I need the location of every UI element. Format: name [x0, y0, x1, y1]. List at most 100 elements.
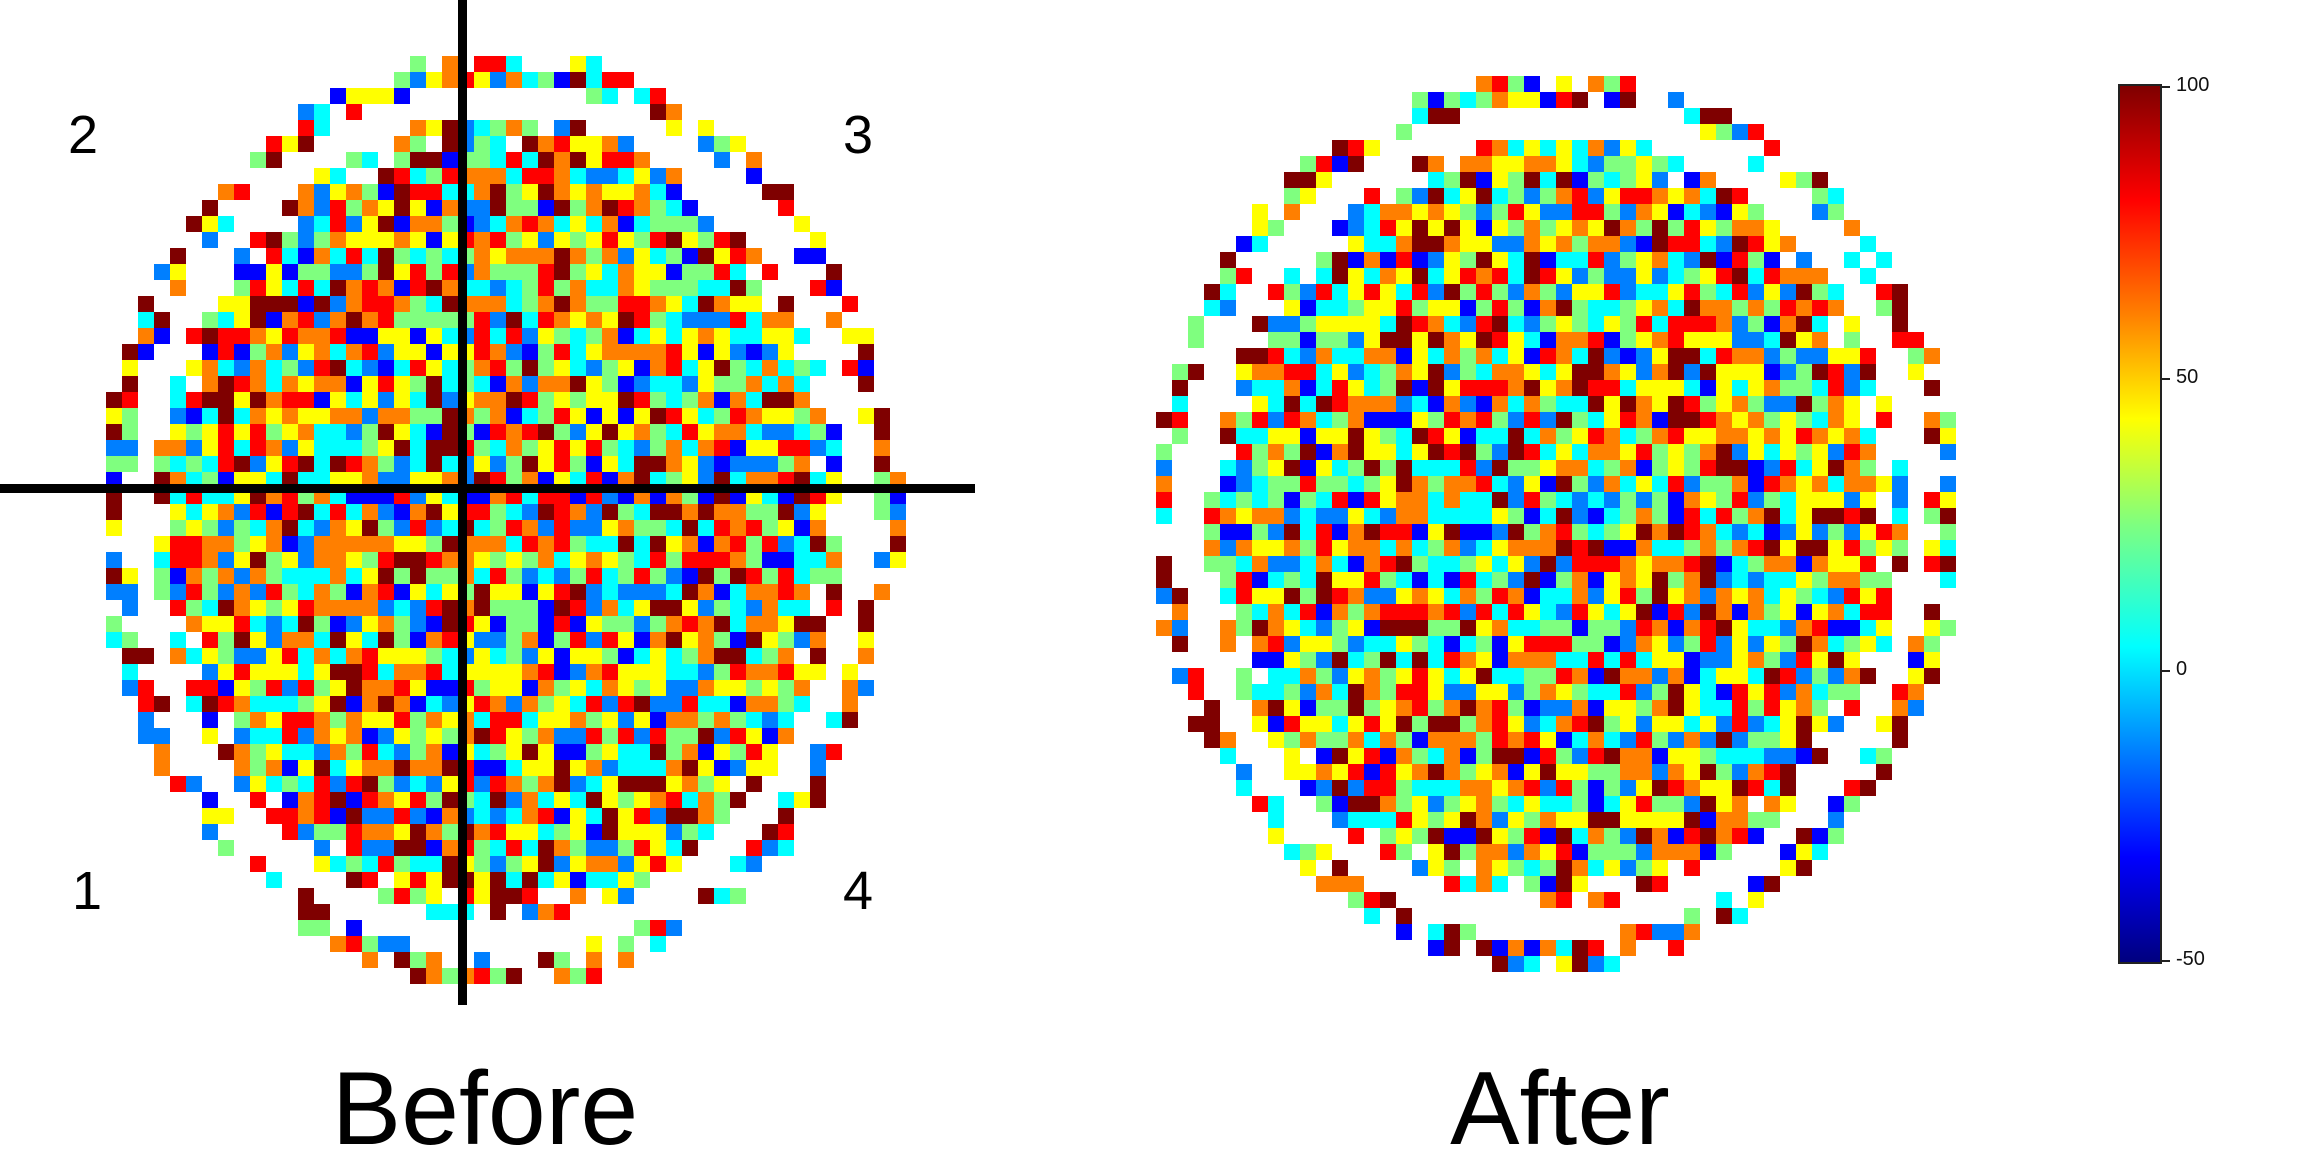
heatmap-cell: [1700, 236, 1716, 252]
heatmap-cell: [730, 328, 746, 344]
heatmap-cell: [1348, 428, 1364, 444]
heatmap-cell: [714, 360, 730, 376]
heatmap-cell: [1796, 412, 1812, 428]
heatmap-cell: [1396, 668, 1412, 684]
heatmap-cell: [426, 584, 442, 600]
heatmap-cell: [874, 504, 890, 520]
heatmap-cell: [330, 728, 346, 744]
heatmap-cell: [570, 280, 586, 296]
heatmap-cell: [362, 520, 378, 536]
heatmap-cell: [314, 280, 330, 296]
heatmap-cell: [554, 776, 570, 792]
heatmap-cell: [330, 792, 346, 808]
heatmap-cell: [1332, 860, 1348, 876]
heatmap-cell: [314, 808, 330, 824]
heatmap-cell: [410, 840, 426, 856]
heatmap-cell: [266, 264, 282, 280]
heatmap-cell: [1620, 172, 1636, 188]
heatmap-cell: [1300, 732, 1316, 748]
heatmap-cell: [1668, 492, 1684, 508]
heatmap-cell: [250, 632, 266, 648]
heatmap-cell: [778, 376, 794, 392]
heatmap-cell: [698, 536, 714, 552]
heatmap-cell: [1492, 428, 1508, 444]
heatmap-cell: [1828, 492, 1844, 508]
heatmap-cell: [138, 696, 154, 712]
heatmap-cell: [1428, 924, 1444, 940]
heatmap-cell: [666, 760, 682, 776]
heatmap-cell: [1572, 796, 1588, 812]
heatmap-cell: [1236, 476, 1252, 492]
heatmap-cell: [1524, 444, 1540, 460]
heatmap-cell: [1492, 588, 1508, 604]
heatmap-cell: [298, 440, 314, 456]
heatmap-cell: [554, 504, 570, 520]
heatmap-cell: [826, 568, 842, 584]
heatmap-cell: [1700, 332, 1716, 348]
heatmap-cell: [682, 712, 698, 728]
heatmap-cell: [394, 424, 410, 440]
heatmap-cell: [698, 600, 714, 616]
heatmap-cell: [1636, 428, 1652, 444]
heatmap-cell: [1652, 684, 1668, 700]
heatmap-cell: [570, 168, 586, 184]
heatmap-cell: [442, 776, 458, 792]
heatmap-cell: [1428, 284, 1444, 300]
heatmap-cell: [1844, 316, 1860, 332]
heatmap-cell: [570, 568, 586, 584]
heatmap-cell: [1428, 460, 1444, 476]
heatmap-cell: [426, 200, 442, 216]
heatmap-cell: [378, 648, 394, 664]
heatmap-cell: [1764, 476, 1780, 492]
heatmap-cell: [586, 840, 602, 856]
heatmap-cell: [1204, 284, 1220, 300]
heatmap-cell: [1604, 92, 1620, 108]
heatmap-cell: [1236, 620, 1252, 636]
heatmap-cell: [650, 584, 666, 600]
heatmap-cell: [410, 824, 426, 840]
heatmap-cell: [1380, 572, 1396, 588]
heatmap-cell: [1716, 300, 1732, 316]
heatmap-cell: [1508, 604, 1524, 620]
heatmap-cell: [1300, 636, 1316, 652]
heatmap-cell: [1268, 220, 1284, 236]
heatmap-cell: [1508, 764, 1524, 780]
heatmap-cell: [538, 760, 554, 776]
heatmap-cell: [1476, 396, 1492, 412]
heatmap-cell: [842, 328, 858, 344]
heatmap-cell: [186, 216, 202, 232]
heatmap-cell: [1460, 268, 1476, 284]
heatmap-cell: [1828, 204, 1844, 220]
heatmap-cell: [1636, 652, 1652, 668]
heatmap-cell: [1396, 572, 1412, 588]
heatmap-cell: [1492, 604, 1508, 620]
heatmap-cell: [170, 584, 186, 600]
heatmap-cell: [410, 392, 426, 408]
heatmap-cell: [1460, 828, 1476, 844]
heatmap-cell: [586, 184, 602, 200]
heatmap-cell: [1364, 780, 1380, 796]
heatmap-cell: [1636, 508, 1652, 524]
heatmap-cell: [282, 376, 298, 392]
heatmap-cell: [1636, 572, 1652, 588]
heatmap-cell: [1428, 204, 1444, 220]
heatmap-cell: [1636, 764, 1652, 780]
heatmap-cell: [1620, 428, 1636, 444]
heatmap-cell: [618, 360, 634, 376]
heatmap-cell: [1444, 252, 1460, 268]
heatmap-cell: [1556, 332, 1572, 348]
heatmap-cell: [1332, 604, 1348, 620]
heatmap-cell: [1332, 876, 1348, 892]
heatmap-cell: [522, 552, 538, 568]
heatmap-cell: [1476, 524, 1492, 540]
heatmap-cell: [650, 552, 666, 568]
heatmap-cell: [442, 120, 458, 136]
heatmap-cell: [1348, 412, 1364, 428]
heatmap-cell: [1444, 620, 1460, 636]
heatmap-cell: [1892, 556, 1908, 572]
heatmap-cell: [1396, 220, 1412, 236]
heatmap-cell: [394, 344, 410, 360]
heatmap-cell: [1812, 748, 1828, 764]
heatmap-cell: [1396, 844, 1412, 860]
heatmap-cell: [554, 72, 570, 88]
